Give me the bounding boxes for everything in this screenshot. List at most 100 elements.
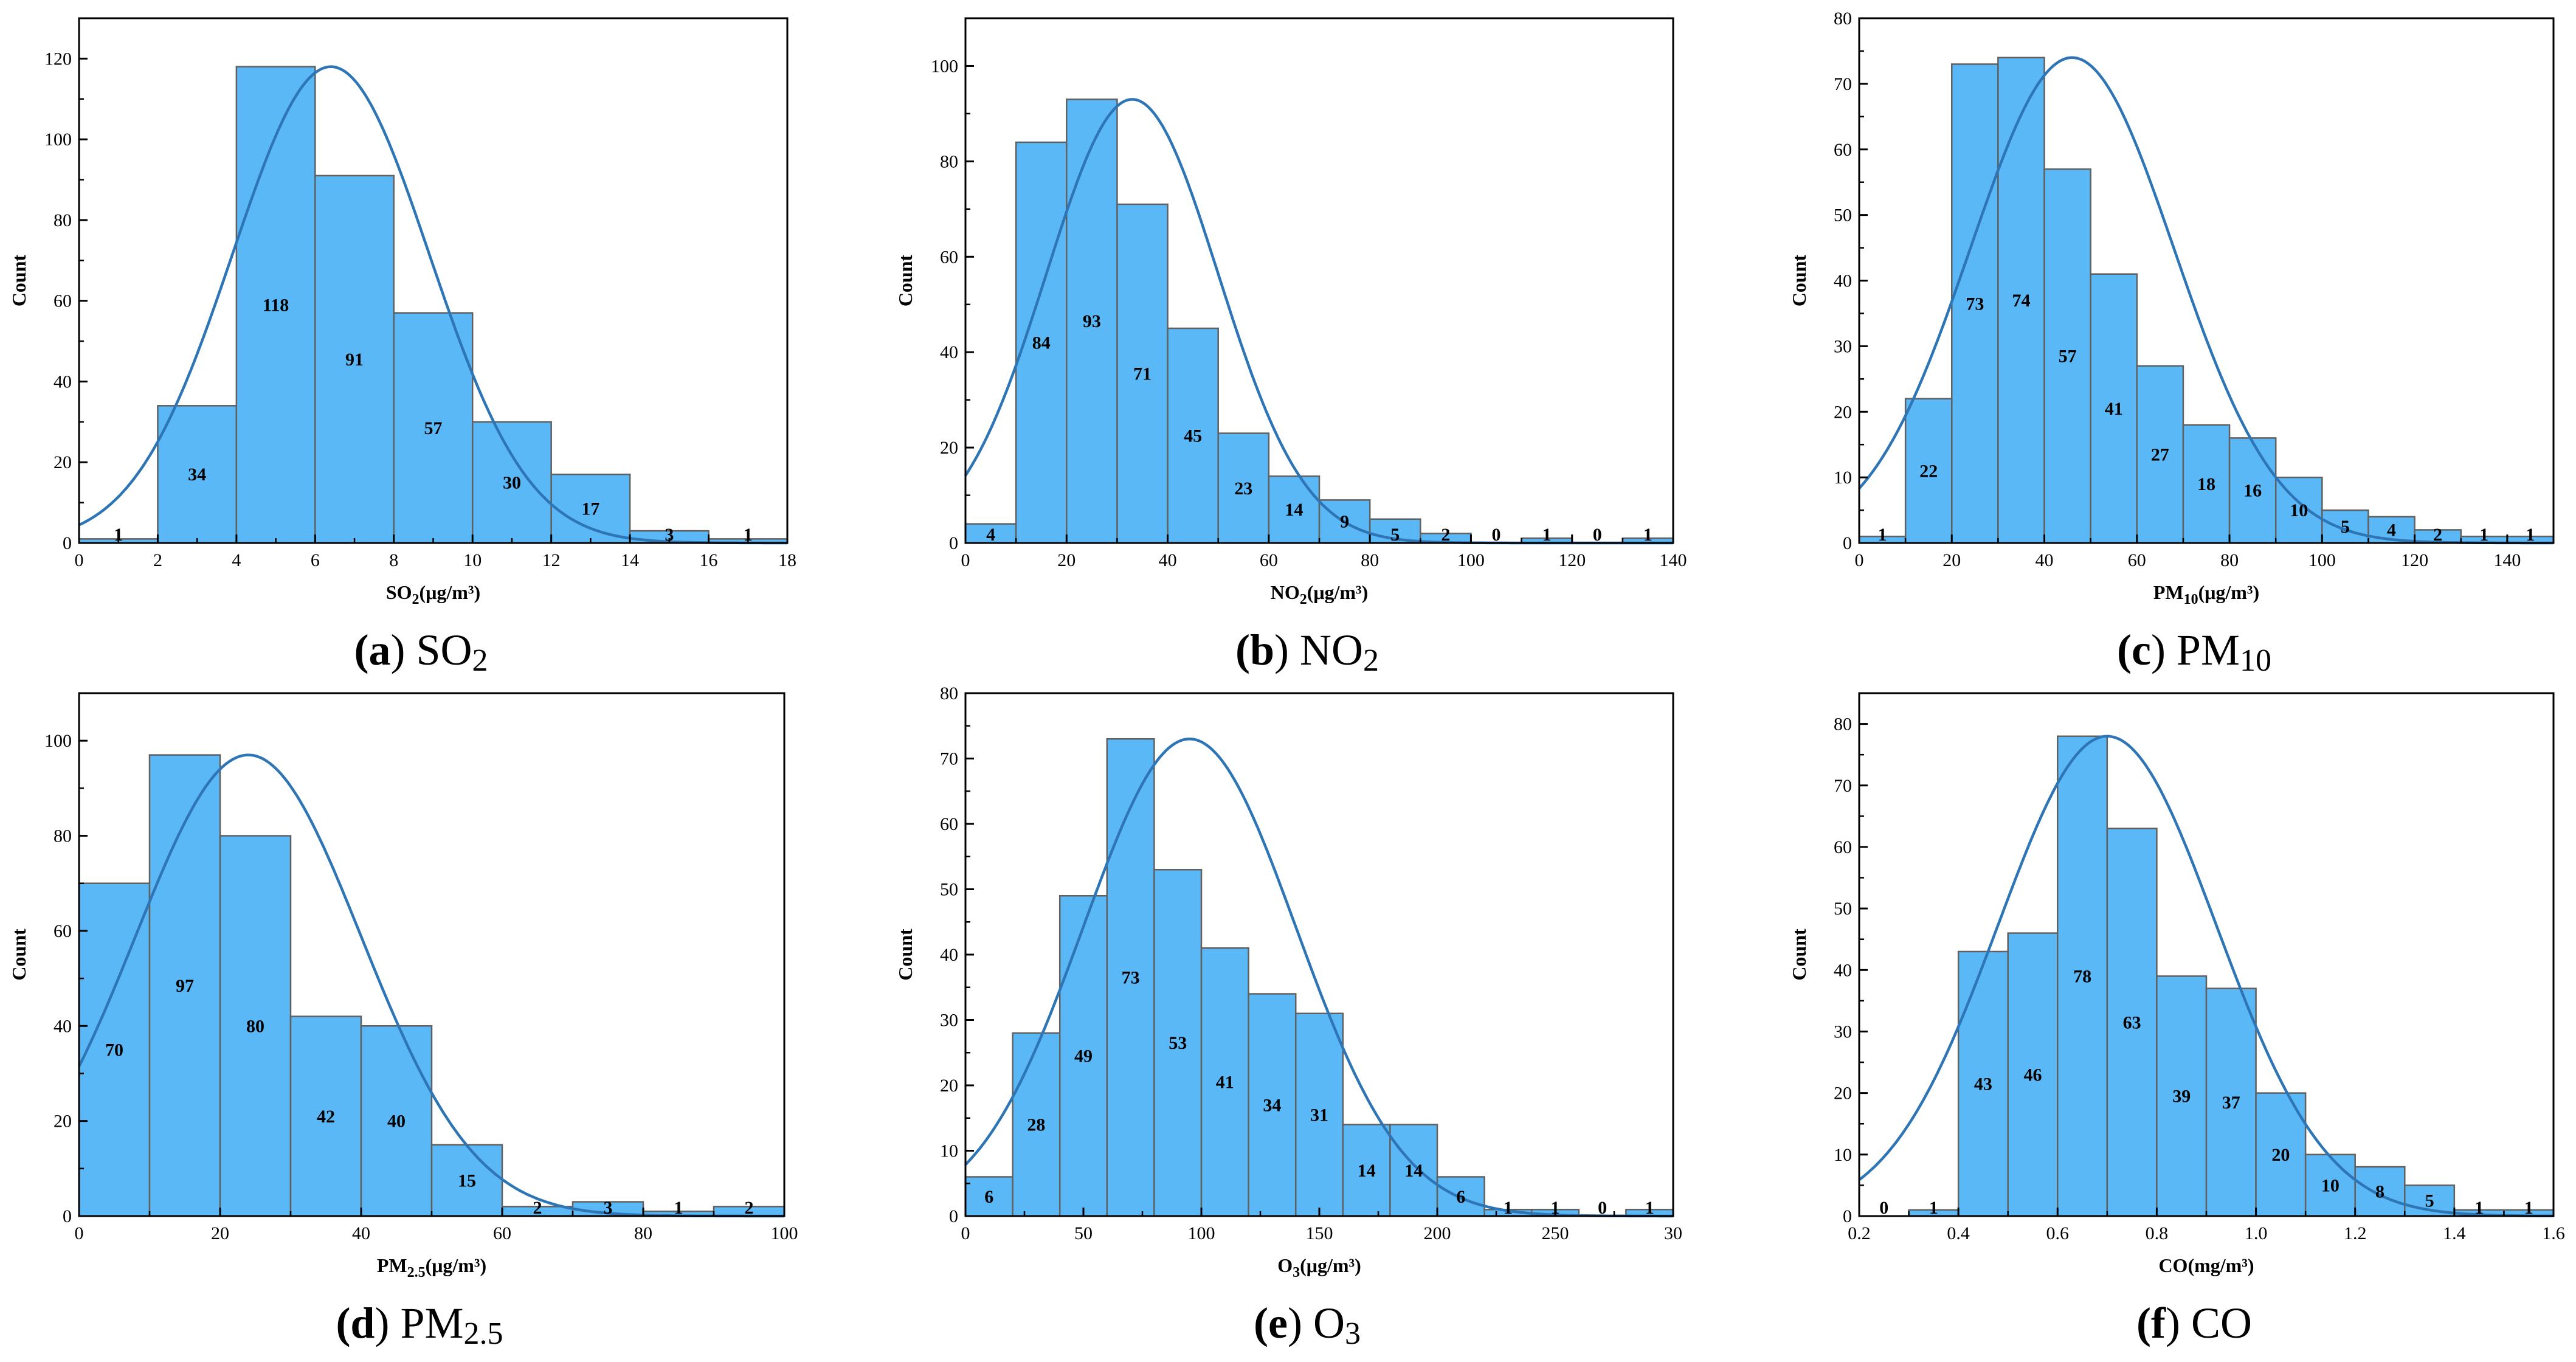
bar-value-label: 1 <box>744 525 753 545</box>
x-tick-label: 60 <box>2128 550 2146 570</box>
bar-value-label: 16 <box>2243 481 2262 501</box>
bar-value-label: 0 <box>1598 1198 1607 1218</box>
y-axis-label: Count <box>1788 928 1810 981</box>
y-tick-label: 80 <box>940 683 958 703</box>
bar-value-label: 34 <box>188 465 206 485</box>
x-tick-label: 80 <box>634 1223 652 1243</box>
x-tick-label: 20 <box>1942 550 1961 570</box>
bar-value-label: 42 <box>317 1107 335 1127</box>
x-tick-label: 1.2 <box>2344 1223 2367 1243</box>
y-axis-label: Count <box>8 254 30 306</box>
y-tick-label: 60 <box>54 291 72 311</box>
bar <box>1436 1176 1485 1217</box>
y-tick-label: 20 <box>1834 1084 1852 1104</box>
x-tick-label: 120 <box>2401 550 2428 570</box>
bar-value-label: 8 <box>2375 1182 2384 1202</box>
x-tick-label: 100 <box>2308 550 2336 570</box>
x-tick-label: 0.2 <box>1848 1223 1871 1243</box>
bar-value-label: 43 <box>1974 1074 1992 1094</box>
y-tick-label: 20 <box>54 452 72 472</box>
bar-value-label: 73 <box>1122 968 1140 988</box>
bar-value-label: 84 <box>1032 333 1051 353</box>
y-tick-label: 70 <box>1834 776 1852 796</box>
x-tick-label: 100 <box>771 1223 798 1243</box>
bar-value-label: 28 <box>1027 1115 1045 1135</box>
y-tick-label: 0 <box>949 1206 958 1226</box>
x-axis-label: PM10(μg/m³) <box>2153 581 2259 607</box>
y-tick-label: 50 <box>1834 206 1852 226</box>
bar-value-label: 74 <box>2012 291 2030 311</box>
bar-value-label: 4 <box>986 525 995 545</box>
bar-value-label: 70 <box>105 1040 123 1060</box>
bar-value-label: 4 <box>2387 520 2396 540</box>
bar <box>1342 1124 1391 1217</box>
bar-value-label: 0 <box>1593 525 1602 545</box>
bar-value-label: 31 <box>1310 1105 1328 1125</box>
bar <box>2043 168 2091 544</box>
y-tick-label: 20 <box>1834 402 1852 422</box>
bar <box>1066 99 1118 544</box>
bar-value-label: 1 <box>2474 1198 2484 1218</box>
bar-value-label: 6 <box>984 1187 993 1207</box>
bar-value-label: 45 <box>1184 426 1202 446</box>
bar-value-label: 1 <box>114 525 123 545</box>
bar <box>2182 424 2231 544</box>
panel-caption: (b) NO2 <box>1235 626 1379 678</box>
bar <box>550 473 631 544</box>
bar <box>2205 987 2257 1217</box>
y-tick-label: 120 <box>44 49 72 69</box>
x-tick-label: 100 <box>1188 1223 1215 1243</box>
x-tick-label: 1.6 <box>2542 1223 2565 1243</box>
bar <box>1904 398 1953 544</box>
bar-value-label: 80 <box>246 1016 264 1036</box>
bar-value-label: 5 <box>2341 517 2350 537</box>
y-tick-label: 40 <box>54 372 72 392</box>
x-tick-label: 60 <box>493 1223 511 1243</box>
bar-value-label: 20 <box>2271 1145 2290 1165</box>
bar <box>964 523 1017 544</box>
y-tick-label: 60 <box>54 921 72 941</box>
bar <box>1106 738 1155 1217</box>
y-axis-label: Count <box>894 928 916 981</box>
y-tick-label: 80 <box>54 826 72 846</box>
bar-value-label: 49 <box>1074 1046 1093 1066</box>
bar <box>1957 950 2009 1217</box>
y-tick-label: 60 <box>1834 140 1852 160</box>
y-tick-label: 70 <box>1834 74 1852 94</box>
bar <box>148 754 221 1217</box>
bar-value-label: 46 <box>2024 1065 2042 1085</box>
bar-value-label: 53 <box>1169 1033 1187 1053</box>
y-tick-label: 30 <box>1834 336 1852 356</box>
y-tick-label: 40 <box>940 342 958 362</box>
x-tick-label: 1.0 <box>2245 1223 2268 1243</box>
y-tick-label: 80 <box>940 151 958 171</box>
y-tick-label: 20 <box>940 1076 958 1096</box>
y-tick-label: 20 <box>940 438 958 458</box>
panel-caption: (f) CO <box>2136 1299 2252 1347</box>
x-tick-label: 4 <box>232 550 241 570</box>
bar <box>289 1015 362 1217</box>
y-tick-label: 100 <box>931 56 958 76</box>
x-tick-label: 20 <box>1057 550 1076 570</box>
bar-value-label: 30 <box>503 472 521 493</box>
bar-value-label: 17 <box>581 499 599 519</box>
bar <box>1951 63 1999 544</box>
y-tick-label: 0 <box>949 533 958 553</box>
bar <box>2156 975 2208 1217</box>
x-tick-label: 250 <box>1542 1223 1569 1243</box>
bar-value-label: 39 <box>2172 1087 2191 1107</box>
bar <box>78 882 151 1217</box>
bar-value-label: 10 <box>2290 500 2308 520</box>
x-tick-label: 100 <box>1457 550 1485 570</box>
bar <box>1248 993 1297 1217</box>
y-tick-label: 30 <box>1834 1021 1852 1042</box>
bar-value-label: 118 <box>263 295 289 315</box>
bar-value-label: 5 <box>1390 525 1400 545</box>
bar-value-label: 1 <box>2526 525 2535 545</box>
bar-value-label: 6 <box>1456 1187 1465 1207</box>
